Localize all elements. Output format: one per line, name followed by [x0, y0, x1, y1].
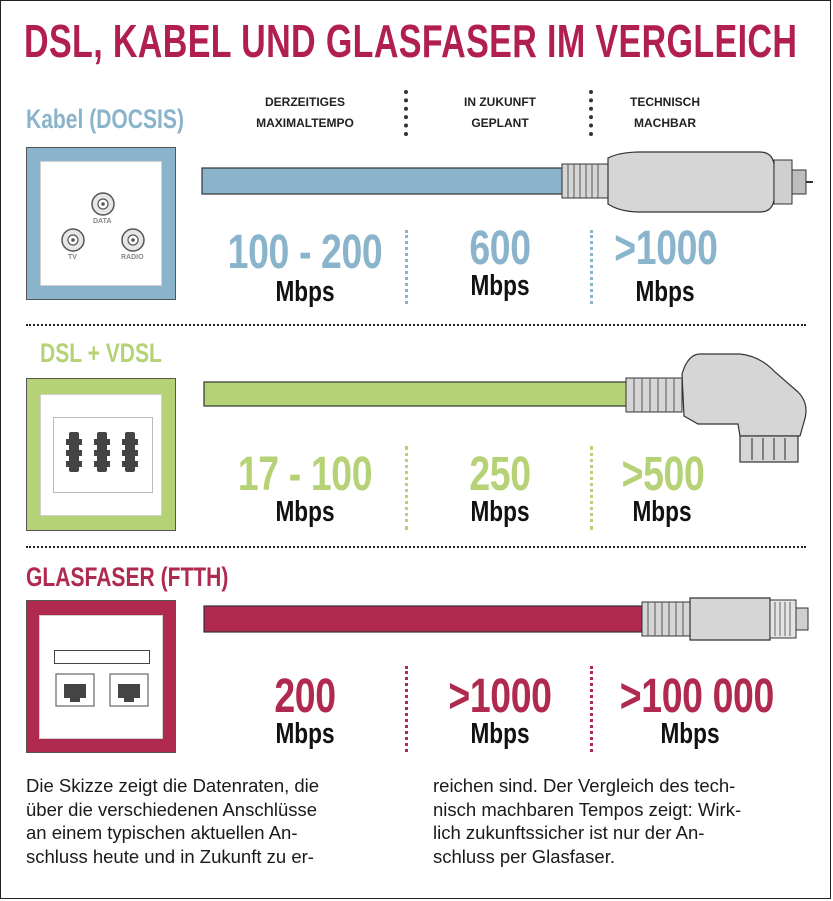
tae-socket-icon: [66, 432, 138, 472]
header-divider: [589, 90, 593, 136]
column-header-planned: IN ZUKUNFT GEPLANT: [464, 95, 536, 130]
column-header-possible: TECHNISCH MACHBAR: [629, 95, 700, 130]
section-separator: [26, 324, 806, 326]
socket-label-tv: TV: [68, 254, 77, 261]
fiber-wall-socket: [26, 600, 176, 753]
coax-wall-socket: DATA TV RADIO: [26, 147, 176, 300]
dsl-current-unit: Mbps: [275, 496, 335, 528]
column-divider: [405, 446, 408, 530]
section-title-kabel: Kabel (DOCSIS): [26, 104, 184, 134]
kabel-possible-value: >1000: [614, 222, 718, 275]
kabel-possible-unit: Mbps: [635, 276, 695, 308]
section-separator: [26, 546, 806, 548]
glasfaser-current-unit: Mbps: [275, 718, 335, 750]
socket-label-radio: RADIO: [121, 254, 144, 261]
socket-label-data: DATA: [93, 218, 112, 225]
section-title-glasfaser: GLASFASER (FTTH): [26, 562, 229, 592]
fiber-cable-icon: [203, 597, 809, 641]
glasfaser-planned-value: >1000: [448, 670, 552, 723]
dsl-planned-value: 250: [469, 448, 531, 501]
kabel-planned-value: 600: [469, 222, 531, 275]
header-divider: [404, 90, 408, 136]
column-divider: [590, 666, 593, 752]
coax-ports-icon: [61, 192, 145, 252]
kabel-current-value: 100 - 200: [227, 226, 383, 279]
kabel-planned-unit: Mbps: [470, 270, 530, 302]
dsl-planned-unit: Mbps: [470, 496, 530, 528]
glasfaser-planned-unit: Mbps: [470, 718, 530, 750]
dsl-possible-value: >500: [621, 448, 705, 501]
column-divider: [405, 666, 408, 752]
column-divider: [405, 230, 408, 304]
dsl-cable-icon: [203, 353, 807, 463]
column-divider: [590, 230, 593, 304]
column-divider: [590, 446, 593, 530]
description-right-column: reichen sind. Der Vergleich des tech- ni…: [433, 775, 742, 867]
description-left-column: Die Skizze zeigt die Datenraten, die übe…: [26, 775, 320, 867]
glasfaser-possible-value: >100 000: [619, 670, 774, 723]
glasfaser-current-value: 200: [274, 670, 336, 723]
kabel-current-unit: Mbps: [275, 276, 335, 308]
dsl-possible-unit: Mbps: [632, 496, 692, 528]
page-title: DSL, KABEL UND GLASFASER IM VERGLEICH: [24, 15, 798, 67]
section-title-dsl: DSL + VDSL: [40, 338, 162, 368]
label-strip: [54, 650, 150, 664]
rj45-ports-icon: [55, 673, 149, 707]
dsl-wall-socket: [26, 378, 176, 531]
dsl-current-value: 17 - 100: [237, 448, 373, 501]
column-header-current: DERZEITIGES MAXIMALTEMPO: [256, 95, 354, 130]
glasfaser-possible-unit: Mbps: [660, 718, 720, 750]
coax-cable-icon: [201, 151, 813, 213]
